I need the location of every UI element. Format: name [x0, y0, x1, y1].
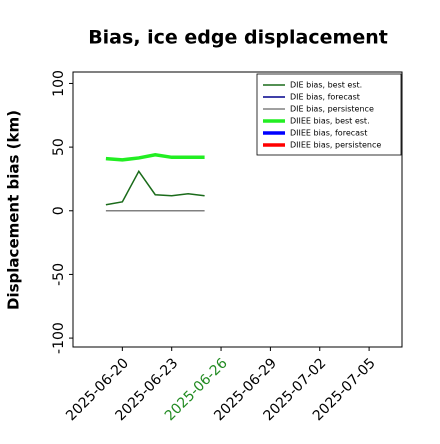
plot-frame [72, 71, 403, 348]
y-tick-label: -100 [51, 322, 67, 354]
chart-title: Bias, ice edge displacement [88, 27, 388, 49]
legend-box [256, 73, 402, 156]
series-line [105, 152, 205, 162]
legend-label: DIE bias, best est. [290, 81, 362, 90]
legend-label: DIIEE bias, best est. [290, 117, 370, 126]
series-line [105, 169, 205, 206]
y-tick-label: 100 [51, 70, 67, 97]
legend-label: DIE bias, persistence [290, 105, 374, 114]
legend-label: DIIEE bias, forecast [290, 129, 367, 138]
legend-label: DIIEE bias, persistence [290, 141, 381, 150]
y-tick-label: -50 [51, 263, 67, 286]
legend-label: DIE bias, forecast [290, 93, 360, 102]
y-tick-label: 0 [51, 206, 67, 215]
y-tick-label: 50 [51, 138, 67, 156]
y-axis-label: Displacement bias (km) [5, 110, 23, 310]
